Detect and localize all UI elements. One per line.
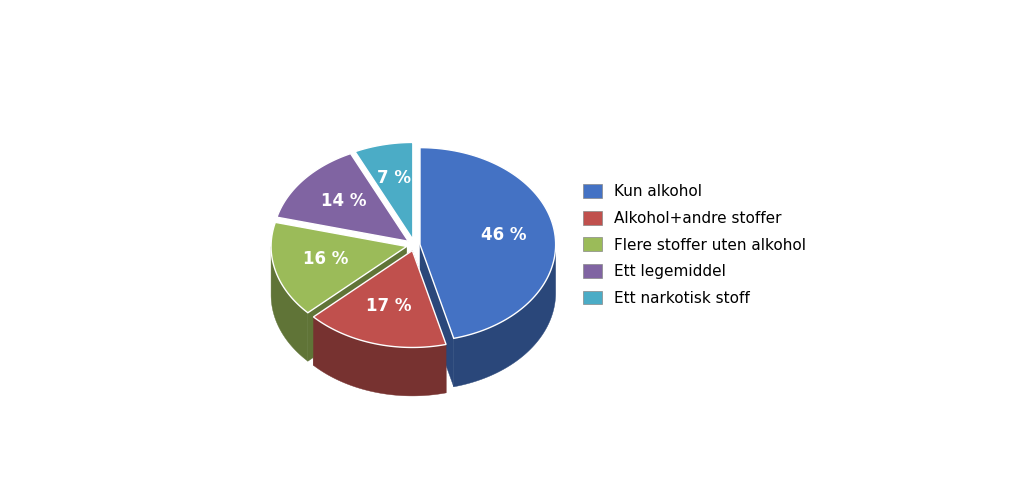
Polygon shape bbox=[271, 222, 407, 313]
Polygon shape bbox=[420, 147, 555, 339]
Polygon shape bbox=[355, 143, 413, 239]
Text: 17 %: 17 % bbox=[366, 297, 411, 315]
Polygon shape bbox=[313, 250, 412, 366]
Text: 46 %: 46 % bbox=[481, 225, 526, 244]
Polygon shape bbox=[454, 245, 555, 387]
Polygon shape bbox=[277, 154, 408, 241]
Polygon shape bbox=[313, 317, 446, 396]
Polygon shape bbox=[412, 250, 446, 393]
Polygon shape bbox=[271, 246, 308, 361]
Polygon shape bbox=[420, 245, 454, 387]
Text: 7 %: 7 % bbox=[377, 169, 411, 187]
Text: 14 %: 14 % bbox=[321, 192, 366, 210]
Text: 16 %: 16 % bbox=[303, 250, 348, 268]
Polygon shape bbox=[308, 246, 407, 361]
Legend: Kun alkohol, Alkohol+andre stoffer, Flere stoffer uten alkohol, Ett legemiddel, : Kun alkohol, Alkohol+andre stoffer, Fler… bbox=[577, 178, 812, 312]
Polygon shape bbox=[313, 250, 446, 347]
